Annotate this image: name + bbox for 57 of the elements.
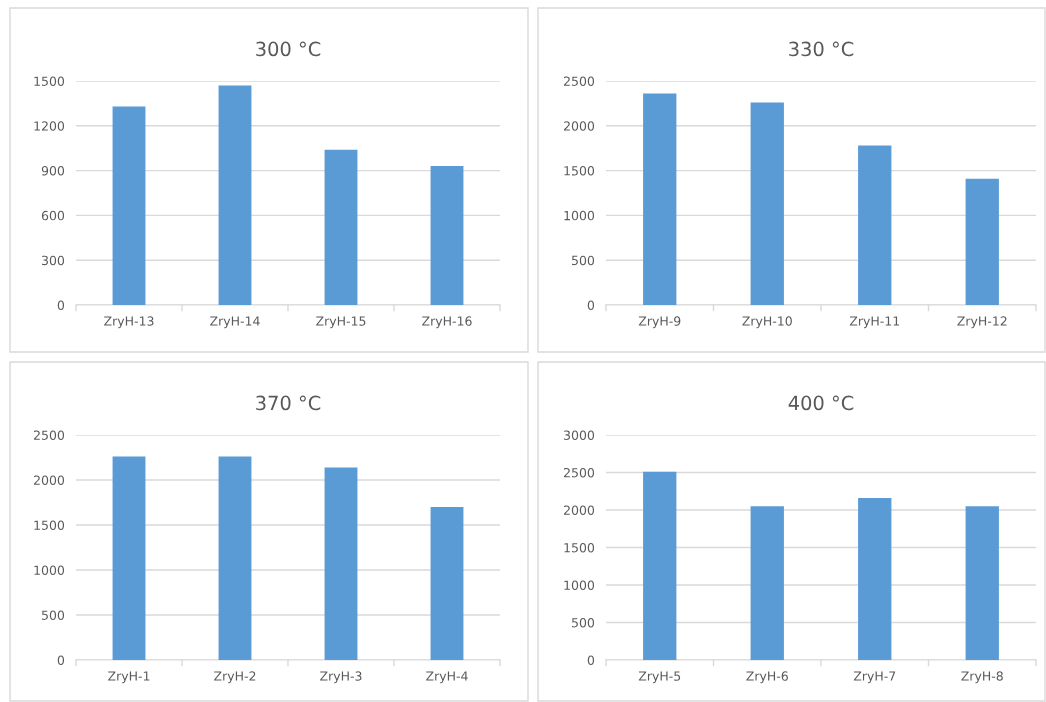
- bar: [430, 166, 464, 305]
- y-tick-label: 300: [41, 255, 65, 266]
- y-tick-label: 2000: [33, 475, 65, 485]
- x-tick-label: ZryH-6: [746, 671, 788, 684]
- y-tick-label: 1000: [34, 565, 65, 575]
- y-tick-label: 0: [57, 300, 65, 310]
- bar: [112, 106, 146, 305]
- y-tick-label: 0: [587, 300, 595, 310]
- y-tick-label: 1200: [34, 121, 65, 131]
- y-tick-label: 2000: [563, 121, 595, 131]
- x-tick-label: ZryH-13: [104, 316, 154, 329]
- y-tick-label: 1500: [564, 166, 595, 176]
- x-tick-label: ZryH-12: [957, 316, 1007, 329]
- y-tick-label: 2500: [33, 430, 65, 440]
- y-tick-label: 2500: [563, 467, 595, 478]
- x-tick-label: ZryH-7: [853, 671, 896, 684]
- y-tick-label: 1500: [34, 76, 65, 86]
- x-tick-label: ZryH-11: [849, 316, 900, 329]
- y-tick-label: 2500: [563, 76, 595, 86]
- bar: [324, 149, 358, 305]
- x-tick-label: ZryH-4: [426, 671, 468, 684]
- x-tick-label: ZryH-9: [638, 316, 681, 329]
- bar: [112, 456, 146, 660]
- chart-title: 400 °C: [788, 395, 854, 411]
- y-tick-label: 1000: [564, 580, 595, 590]
- y-tick-label: 3000: [564, 430, 595, 440]
- y-tick-label: 500: [571, 617, 595, 628]
- x-tick-label: ZryH-15: [316, 316, 366, 329]
- y-tick-label: 500: [41, 610, 65, 620]
- y-tick-label: 1500: [564, 542, 595, 553]
- x-tick-label: ZryH-1: [108, 671, 150, 684]
- y-tick-label: 600: [41, 210, 65, 221]
- y-tick-label: 900: [41, 166, 65, 176]
- bar: [324, 467, 358, 660]
- x-tick-label: ZryH-14: [210, 316, 260, 329]
- bar: [430, 507, 464, 660]
- bar: [965, 178, 999, 305]
- bar: [858, 145, 892, 305]
- x-tick-label: ZryH-10: [742, 316, 792, 329]
- bar: [750, 102, 784, 305]
- chart-title: 300 °C: [256, 41, 321, 57]
- chart-title: 330 °C: [789, 41, 854, 57]
- x-tick-label: ZryH-5: [638, 671, 681, 684]
- y-tick-label: 1500: [34, 520, 65, 530]
- bar: [218, 456, 252, 660]
- x-tick-label: ZryH-8: [961, 671, 1003, 684]
- x-tick-label: ZryH-3: [320, 671, 362, 684]
- y-tick-label: 1000: [564, 210, 595, 221]
- x-tick-label: ZryH-16: [422, 316, 472, 329]
- y-tick-label: 0: [587, 655, 595, 665]
- bar: [643, 93, 677, 305]
- y-tick-label: 0: [57, 655, 65, 665]
- y-tick-label: 500: [571, 255, 595, 266]
- bar: [218, 85, 252, 305]
- chart-title: 370 °C: [256, 395, 321, 411]
- x-tick-label: ZryH-2: [214, 671, 256, 684]
- y-tick-label: 2000: [563, 505, 595, 515]
